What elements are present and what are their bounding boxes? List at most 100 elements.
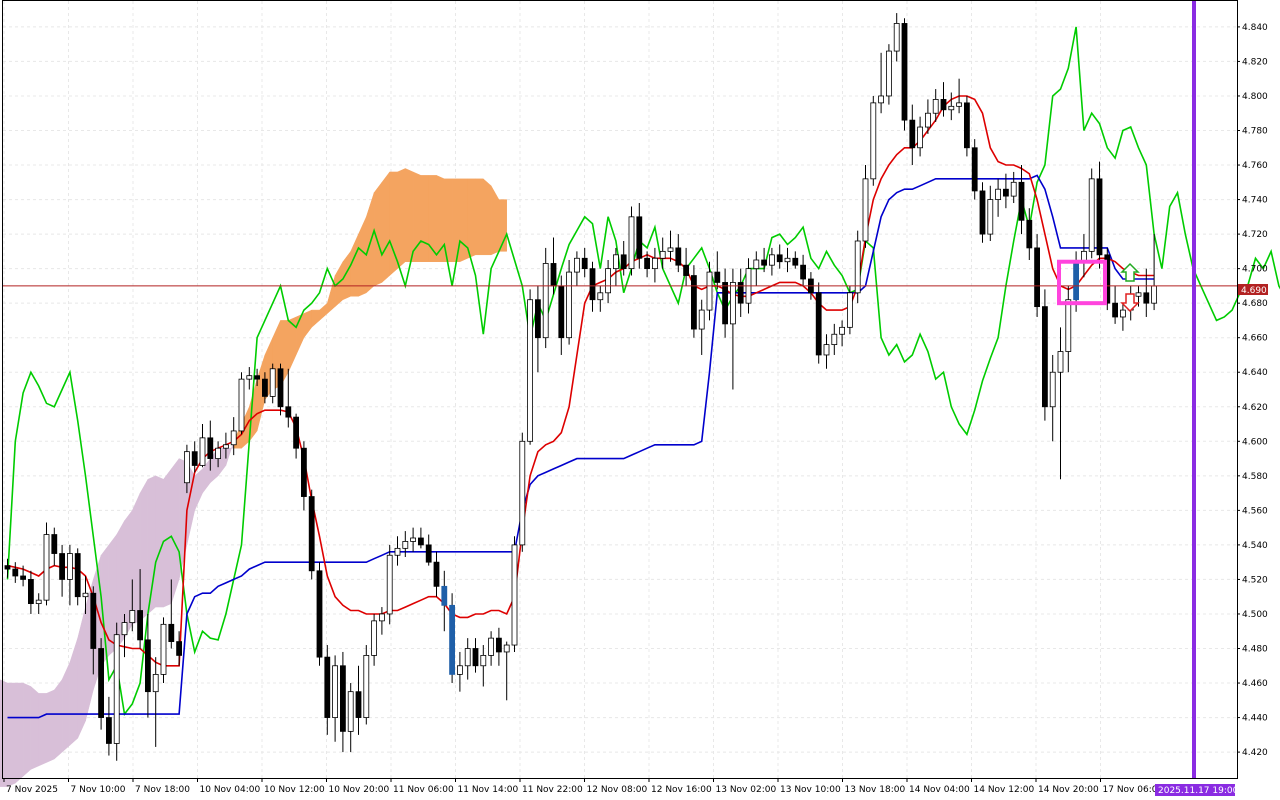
candle bbox=[378, 607, 385, 635]
candle bbox=[792, 251, 799, 269]
candle-body bbox=[995, 188, 1001, 200]
candle-body bbox=[932, 99, 939, 114]
y-tick-label: 4.600 bbox=[1242, 437, 1268, 447]
candle-body bbox=[316, 570, 323, 658]
candle bbox=[948, 92, 955, 121]
arrow-down-icon bbox=[1120, 293, 1140, 313]
candle-body bbox=[12, 568, 19, 577]
candle bbox=[644, 251, 650, 278]
candle-body bbox=[90, 592, 97, 649]
candle bbox=[737, 268, 744, 317]
candle bbox=[137, 569, 144, 649]
kumo-segment bbox=[30, 685, 39, 770]
candle-body bbox=[1096, 178, 1103, 256]
candle bbox=[1003, 173, 1009, 209]
candle bbox=[1010, 171, 1017, 204]
price-axis[interactable]: 4.420 4.440 4.460 4.480 4.500 4.520 4.540 4.560… bbox=[1237, 23, 1268, 758]
candle-body bbox=[659, 250, 666, 259]
candle-body bbox=[581, 257, 588, 270]
candle-body bbox=[776, 254, 783, 263]
y-tick-label: 4.520 bbox=[1242, 575, 1268, 585]
markers bbox=[3, 1, 1237, 778]
kumo-segment bbox=[459, 178, 468, 263]
candle-body bbox=[815, 292, 822, 356]
x-tick-label: 11 Nov 14:00 bbox=[458, 785, 519, 795]
candle bbox=[909, 104, 916, 166]
candle bbox=[1018, 165, 1025, 235]
vertical-line-label: 2025.11.17 19:00 bbox=[1158, 786, 1239, 796]
candle bbox=[698, 299, 705, 355]
candle-body bbox=[574, 257, 580, 273]
candle bbox=[417, 527, 424, 549]
x-tick-label: 13 Nov 10:00 bbox=[780, 785, 841, 795]
candle-body bbox=[613, 254, 619, 270]
candle bbox=[667, 230, 674, 262]
y-tick-label: 4.680 bbox=[1242, 299, 1268, 309]
candle-body bbox=[675, 247, 682, 266]
kumo-segment bbox=[397, 168, 406, 270]
candle-body bbox=[769, 254, 775, 266]
candle-body bbox=[753, 259, 760, 270]
candle-body bbox=[542, 263, 549, 339]
y-tick-label: 4.500 bbox=[1242, 610, 1268, 620]
time-axis[interactable]: 7 Nov 2025 7 Nov 10:00 7 Nov 18:00 10 Nov 0… bbox=[3, 778, 1164, 795]
kumo-segment bbox=[46, 689, 55, 763]
candle-body bbox=[1073, 261, 1079, 301]
candle-body bbox=[636, 216, 643, 259]
candle bbox=[1120, 303, 1126, 331]
kumo-segment bbox=[467, 178, 476, 259]
vertical-line-tag-bg bbox=[1155, 784, 1235, 796]
candle-body bbox=[113, 634, 120, 744]
candle bbox=[12, 562, 19, 583]
candle-body bbox=[1065, 299, 1072, 352]
candle-body bbox=[347, 691, 354, 732]
candle bbox=[183, 444, 190, 494]
candle bbox=[441, 570, 448, 632]
candle bbox=[495, 627, 502, 666]
y-tick-label: 4.800 bbox=[1242, 92, 1268, 102]
candle-body bbox=[339, 665, 346, 732]
candle bbox=[511, 536, 518, 652]
candle-body bbox=[386, 554, 393, 615]
candle bbox=[893, 13, 900, 62]
candle-body bbox=[433, 561, 440, 587]
candle bbox=[199, 424, 206, 468]
candle-body bbox=[1018, 181, 1025, 221]
candle-body bbox=[722, 282, 728, 325]
candle-body bbox=[246, 375, 253, 380]
candle bbox=[917, 116, 923, 157]
candle-body bbox=[152, 674, 159, 693]
candle-body bbox=[698, 309, 705, 330]
candle bbox=[932, 89, 939, 122]
candle bbox=[714, 251, 721, 290]
candle bbox=[324, 645, 331, 735]
candle-body bbox=[254, 375, 261, 380]
kumo-segment bbox=[381, 171, 390, 284]
x-tick-label: 13 Nov 18:00 bbox=[845, 785, 906, 795]
candle-body bbox=[597, 292, 604, 301]
x-tick-label: 12 Nov 08:00 bbox=[587, 785, 648, 795]
candle bbox=[1096, 161, 1103, 269]
x-tick-label: 7 Nov 10:00 bbox=[71, 785, 126, 795]
candle bbox=[503, 641, 510, 701]
candle bbox=[847, 285, 853, 335]
candle-body bbox=[527, 299, 533, 442]
y-tick-label: 4.720 bbox=[1242, 230, 1268, 240]
candle-body bbox=[1151, 285, 1157, 304]
candle-body bbox=[332, 665, 339, 718]
candle bbox=[363, 645, 370, 725]
candle bbox=[628, 206, 635, 276]
candle bbox=[394, 536, 401, 566]
candle bbox=[605, 260, 611, 304]
candle bbox=[1112, 285, 1118, 324]
candle bbox=[901, 18, 908, 131]
candle bbox=[261, 372, 268, 404]
tenkan-sen-line bbox=[7, 95, 1155, 667]
x-tick-label: 7 Nov 2025 bbox=[6, 785, 58, 795]
candle bbox=[1065, 285, 1072, 373]
candle bbox=[402, 531, 409, 557]
x-tick-label: 17 Nov 06:00 bbox=[1103, 785, 1164, 795]
candle bbox=[425, 534, 432, 566]
candle-body bbox=[129, 610, 136, 623]
